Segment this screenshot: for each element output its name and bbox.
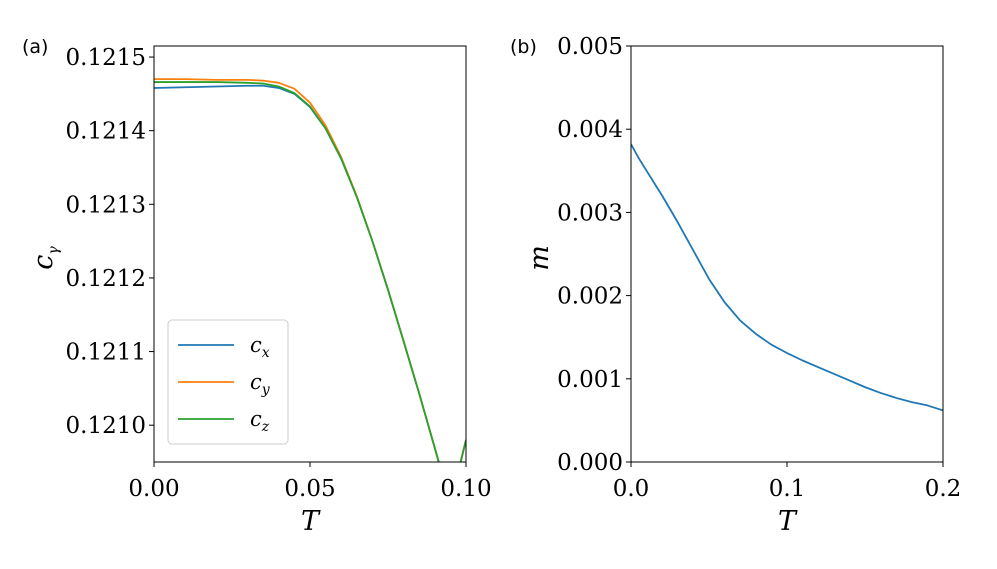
panel-a-ytick-label: 0.1210 [66,413,146,439]
panel-a-ytick-label: 0.1215 [66,45,146,71]
panel-b-frame [630,45,944,463]
panel-a-ytick-label: 0.1214 [66,119,146,145]
panel-b-lines [631,143,943,412]
panel-b-ylabel: m [524,245,555,271]
panel-b-label: (b) [510,36,537,58]
panel-a-label: (a) [22,36,48,58]
panel-a-xlabel: T [301,506,321,537]
panel-a-ylabel: cγ [28,246,62,270]
panel-b-xlabel: T [778,506,798,537]
legend-label-y: cy [250,370,271,398]
series-line-b-0 [631,143,943,412]
legend-label-x: cx [250,333,270,361]
panel-b: (b) 0.0 0.1 0.20.0000.0010.0020.0030.0040.… [510,34,961,537]
panel-a: (a) 0.00 0.05 0.10 0.1210 0.1211 0.1212 0.1213… [22,36,492,537]
series-line-a-2 [154,81,466,462]
legend-label-z: cz [250,407,270,435]
panel-b-ytick-label: 0.005 [557,34,623,60]
panel-b-ytick-label: 0.002 [557,284,623,310]
panel-a-ytick-label: 0.1211 [66,340,146,366]
panel-b-ticks: 0.0 0.1 0.2 0.000 0.001 0.002 0.003 0.004 0.005 [557,34,961,502]
panel-a-xtick-label: 0.10 [440,476,491,502]
panel-a-ytick-label: 0.1212 [66,266,146,292]
panel-a-xtick-label: 0.00 [128,476,179,502]
panel-b-ylabel-group: m [524,245,555,271]
panel-a-ylabel-group: cγ [28,246,62,270]
panel-b-xtick-label: 0.1 [769,476,806,502]
panel-b-xtick-label: 0.2 [925,476,962,502]
panel-a-xtick-label: 0.05 [284,476,335,502]
panel-a-lines [154,78,466,462]
panel-b-ytick-label: 0.001 [557,367,623,393]
panel-a-ticks: 0.00 0.05 0.10 0.1210 0.1211 0.1212 0.1213 0.12… [66,45,492,502]
panel-b-ytick-label: 0.003 [557,200,623,226]
legend: cx cy cz [167,319,289,445]
panel-b-xtick-label: 0.0 [613,476,650,502]
panel-a-frame [153,45,467,463]
panel-b-ytick-label: 0.004 [557,117,623,143]
panel-b-ytick-label: 0.000 [557,450,623,476]
panel-a-ytick-label: 0.1213 [66,192,146,218]
